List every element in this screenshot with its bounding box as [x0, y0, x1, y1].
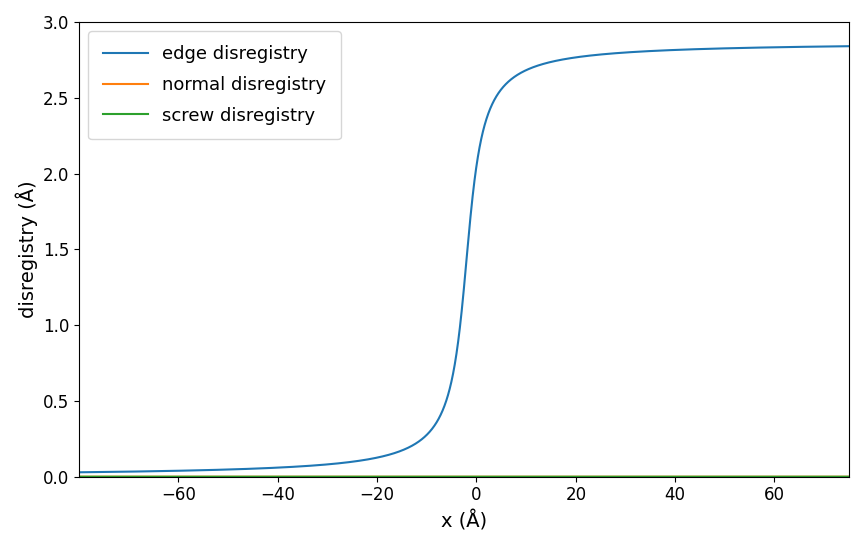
screw disregistry: [707, 473, 717, 480]
screw disregistry: [368, 473, 378, 480]
screw disregistry: [74, 473, 85, 480]
Line: edge disregistry: edge disregistry: [79, 46, 849, 472]
screw disregistry: [536, 473, 546, 480]
normal disregistry: [844, 473, 854, 480]
edge disregistry: [707, 45, 717, 52]
normal disregistry: [707, 473, 717, 480]
edge disregistry: [648, 48, 658, 54]
edge disregistry: [536, 61, 546, 68]
screw disregistry: [575, 473, 585, 480]
normal disregistry: [368, 473, 378, 480]
screw disregistry: [844, 473, 854, 480]
normal disregistry: [74, 473, 85, 480]
normal disregistry: [648, 473, 658, 480]
Legend: edge disregistry, normal disregistry, screw disregistry: edge disregistry, normal disregistry, sc…: [88, 31, 340, 139]
edge disregistry: [74, 469, 85, 476]
X-axis label: x (Å): x (Å): [441, 510, 487, 531]
screw disregistry: [213, 473, 224, 480]
edge disregistry: [844, 43, 854, 50]
normal disregistry: [213, 473, 224, 480]
edge disregistry: [213, 466, 224, 473]
Y-axis label: disregistry (Å): disregistry (Å): [15, 181, 37, 318]
normal disregistry: [536, 473, 546, 480]
edge disregistry: [575, 54, 585, 60]
edge disregistry: [368, 455, 378, 462]
normal disregistry: [575, 473, 585, 480]
screw disregistry: [648, 473, 658, 480]
